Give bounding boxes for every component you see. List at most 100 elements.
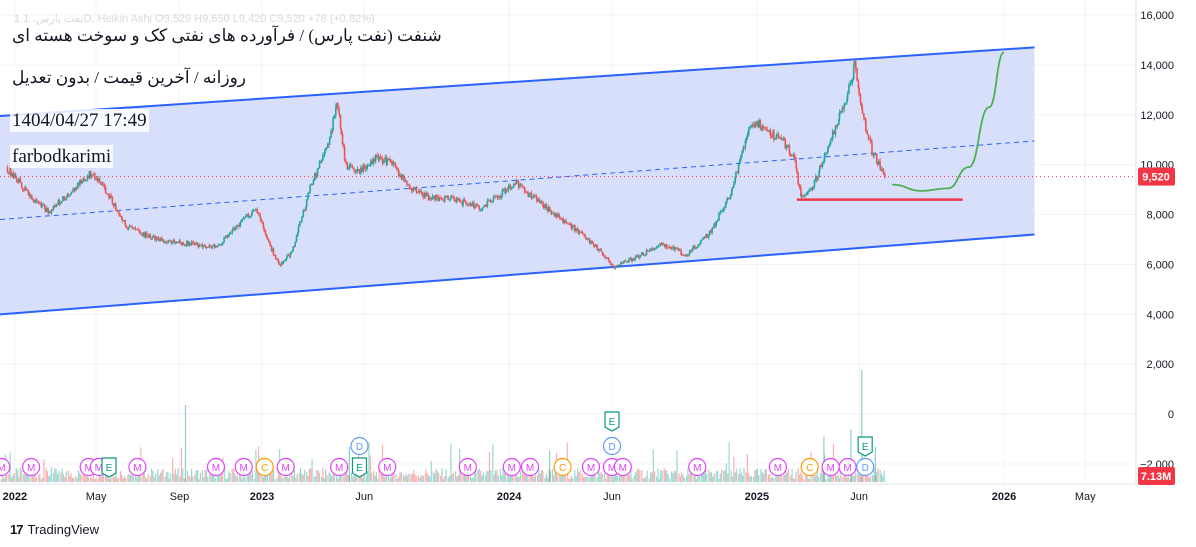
event-marker-m: M <box>458 457 477 477</box>
candle-body <box>259 216 262 221</box>
candle-body <box>389 158 391 161</box>
candle-body <box>151 237 154 239</box>
candle-body <box>797 172 799 185</box>
candle-body <box>562 218 565 223</box>
candle-body <box>113 203 116 207</box>
candle-body <box>315 173 317 177</box>
candle-body <box>514 183 516 185</box>
candle-body <box>228 233 231 235</box>
candle-body <box>696 246 699 248</box>
candle-body <box>37 201 40 203</box>
candle-body <box>697 245 699 247</box>
volume-label: 7.13M <box>1141 471 1172 483</box>
event-letter: M <box>587 463 595 474</box>
meeting-icon <box>330 457 349 477</box>
candle-body <box>179 240 181 243</box>
candle-body <box>613 265 615 269</box>
candle-body <box>848 84 850 94</box>
candle-body <box>334 107 337 116</box>
candle-body <box>33 200 35 202</box>
datetime-note: 1404/04/27 17:49 <box>10 109 149 132</box>
candle-body <box>409 188 412 190</box>
candle-body <box>580 231 582 233</box>
tradingview-branding[interactable]: 17 TradingView <box>10 522 99 537</box>
candle-body <box>343 146 346 161</box>
capital-icon <box>553 457 572 477</box>
candle-body <box>649 248 651 251</box>
candle-body <box>332 118 334 131</box>
channel-mid-line <box>0 140 1035 221</box>
candle-body <box>836 124 839 127</box>
candle-body <box>793 154 796 160</box>
candle-body <box>711 227 714 233</box>
candle-body <box>683 255 686 257</box>
candle-body <box>802 195 804 197</box>
candle-body <box>331 130 334 132</box>
candle-body <box>188 242 191 246</box>
candle-body <box>157 237 160 241</box>
candle-body <box>611 264 614 266</box>
candle-body <box>210 245 213 248</box>
event-marker-m: M <box>688 457 707 477</box>
candle-body <box>476 204 479 206</box>
candle-body <box>523 187 526 192</box>
event-letter: D <box>608 442 615 453</box>
candle-body <box>52 205 55 210</box>
candle-body <box>57 200 60 205</box>
candle-body <box>680 249 682 255</box>
candle-body <box>458 198 461 202</box>
candle-body <box>427 193 429 195</box>
candle-body <box>785 145 788 149</box>
candle-body <box>441 199 444 201</box>
y-tick-label: 12,000 <box>1140 110 1174 122</box>
candle-body <box>719 212 722 214</box>
candle-body <box>463 199 466 202</box>
candle-body <box>44 208 47 212</box>
candle-body <box>415 187 418 192</box>
candle-body <box>700 240 703 242</box>
candle-body <box>401 174 403 180</box>
candle-body <box>784 139 787 149</box>
candle-body <box>486 200 489 207</box>
datetime-text: 1404/04/27 17:49 <box>10 109 149 132</box>
candle-body <box>695 247 697 249</box>
x-tick-label: Sep <box>170 491 190 503</box>
candle-body <box>620 262 622 265</box>
candle-body <box>244 215 247 218</box>
candle-body <box>379 156 382 158</box>
candle-body <box>261 220 263 223</box>
candle-body <box>642 252 644 255</box>
x-tick-label: Jun <box>603 491 621 503</box>
candle-body <box>680 254 683 256</box>
candle-body <box>789 152 791 156</box>
candle-body <box>255 209 257 211</box>
candle-body <box>349 165 352 167</box>
candle-body <box>593 246 596 248</box>
candle-body <box>105 193 108 195</box>
candle-body <box>542 201 544 207</box>
x-tick-label: 2026 <box>992 491 1016 503</box>
event-marker-e: E <box>604 411 620 432</box>
candle-body <box>655 246 658 249</box>
candle-body <box>544 203 546 209</box>
meeting-icon <box>502 457 521 477</box>
candle-body <box>297 231 299 236</box>
candle-body <box>813 180 816 188</box>
meeting-icon <box>768 457 787 477</box>
candle-body <box>762 126 765 128</box>
candle-body <box>838 112 841 120</box>
candle-body <box>55 205 57 208</box>
candle-body <box>513 183 515 187</box>
candle-body <box>360 167 362 174</box>
candle-body <box>644 254 646 256</box>
candle-body <box>50 209 53 213</box>
event-marker-m: M <box>206 457 226 477</box>
candle-body <box>366 165 369 167</box>
candle-body <box>596 244 598 249</box>
candle-body <box>698 244 701 246</box>
candle-body <box>866 131 869 135</box>
candle-body <box>395 167 398 170</box>
candle-body <box>731 189 733 196</box>
candle-body <box>102 183 104 185</box>
